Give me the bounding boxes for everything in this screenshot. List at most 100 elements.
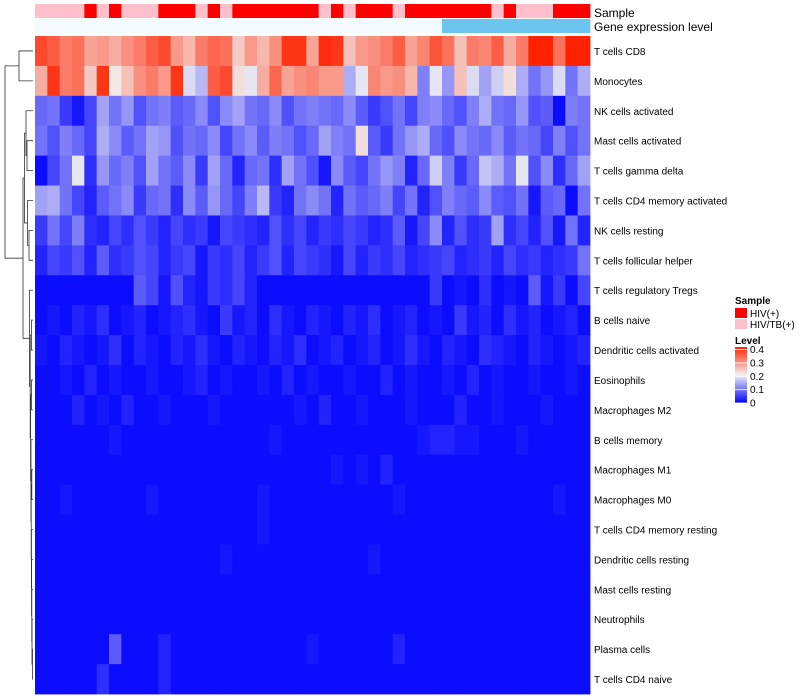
heatmap-cell (257, 634, 270, 665)
heatmap-cell (133, 95, 147, 127)
sample-track-cell (109, 4, 122, 18)
heatmap-cell (343, 65, 357, 97)
heatmap-cell (109, 335, 122, 366)
expression-track-cell (220, 19, 233, 33)
heatmap-cell (454, 65, 468, 97)
heatmap-cell (183, 514, 196, 545)
heatmap-cell (121, 514, 135, 545)
heatmap-cell (84, 424, 98, 456)
heatmap-cell (479, 185, 492, 216)
row-label: T cells CD4 naive (594, 675, 673, 686)
heatmap-cell (170, 424, 184, 456)
heatmap-cell (331, 484, 344, 515)
heatmap-cell (343, 634, 357, 665)
sample-track-cell (96, 4, 110, 18)
expression-track-cell (491, 19, 505, 33)
heatmap-cell (244, 335, 258, 366)
heatmap-cell (392, 544, 406, 575)
heatmap-cell (121, 664, 135, 695)
heatmap-cell (146, 574, 159, 605)
dendrogram-branch (26, 140, 33, 171)
heatmap-cell (491, 514, 505, 545)
heatmap-cell (553, 604, 566, 635)
heatmap-cell (466, 574, 480, 605)
heatmap-cell (368, 544, 381, 575)
heatmap-cell (47, 95, 61, 127)
heatmap-cell (257, 424, 270, 456)
heatmap-cell (72, 574, 85, 605)
sample-track-cell (516, 4, 529, 18)
heatmap-cell (429, 424, 443, 456)
heatmap-cell (232, 424, 246, 456)
heatmap-cell (244, 604, 258, 635)
heatmap-cell (35, 305, 48, 336)
heatmap-cell (257, 574, 270, 605)
heatmap-cell (306, 484, 320, 515)
heatmap-cell (170, 36, 184, 67)
heatmap-cell (220, 36, 233, 67)
heatmap-cell (429, 215, 443, 246)
row-label: Plasma cells (594, 645, 650, 656)
heatmap-cell (429, 275, 443, 306)
heatmap-cell (380, 454, 394, 486)
heatmap-cell (392, 275, 406, 306)
heatmap-cell (47, 574, 61, 605)
heatmap-cell (540, 95, 554, 127)
heatmap-cell (331, 424, 344, 456)
expression-track-cell (553, 19, 566, 33)
heatmap-cell (306, 65, 320, 97)
heatmap-cell (146, 275, 159, 306)
heatmap-cell (59, 335, 73, 366)
heatmap-cell (306, 454, 320, 486)
heatmap-cell (405, 514, 418, 545)
expression-track-cell (281, 19, 295, 33)
heatmap-cell (479, 454, 492, 486)
heatmap-cell (503, 365, 517, 396)
sample-track-cell (257, 4, 270, 18)
heatmap-cell (170, 125, 184, 157)
heatmap-cell (479, 664, 492, 695)
heatmap-cell (84, 305, 98, 336)
heatmap-cell (195, 275, 209, 306)
heatmap-cell (442, 394, 455, 426)
heatmap-cell (540, 215, 554, 246)
heatmap-cell (368, 574, 381, 605)
heatmap-cell (306, 36, 320, 67)
heatmap-cell (121, 185, 135, 216)
heatmap-cell (257, 245, 270, 276)
heatmap-cell (121, 36, 135, 67)
heatmap-cell (491, 454, 505, 486)
heatmap-cell (35, 544, 48, 575)
heatmap-cell (331, 544, 344, 575)
heatmap-cell (516, 36, 529, 67)
heatmap-cell (47, 275, 61, 306)
heatmap-cell (281, 185, 295, 216)
heatmap-cell (35, 335, 48, 366)
heatmap-cell (146, 664, 159, 695)
heatmap-cell (577, 544, 591, 575)
heatmap-cell (47, 36, 61, 67)
heatmap-cell (281, 514, 295, 545)
heatmap-cell (269, 454, 283, 486)
heatmap-cell (170, 484, 184, 515)
legend-label-hiv: HIV(+) (750, 309, 779, 320)
heatmap-cell (454, 604, 468, 635)
heatmap-cell (392, 185, 406, 216)
heatmap-cell (121, 484, 135, 515)
heatmap-cell (466, 454, 480, 486)
heatmap-cell (355, 245, 369, 276)
heatmap-cell (109, 604, 122, 635)
heatmap-cell (454, 36, 468, 67)
heatmap-cell (491, 634, 505, 665)
heatmap-cell (392, 245, 406, 276)
heatmap-cell (516, 484, 529, 515)
heatmap-cell (96, 514, 110, 545)
heatmap-cell (195, 454, 209, 486)
heatmap-cell (294, 394, 307, 426)
heatmap-cell (257, 335, 270, 366)
heatmap-cell (183, 305, 196, 336)
heatmap-cell (84, 664, 98, 695)
heatmap-cell (220, 634, 233, 665)
expression-track-cell (577, 19, 591, 33)
heatmap-cell (429, 365, 443, 396)
